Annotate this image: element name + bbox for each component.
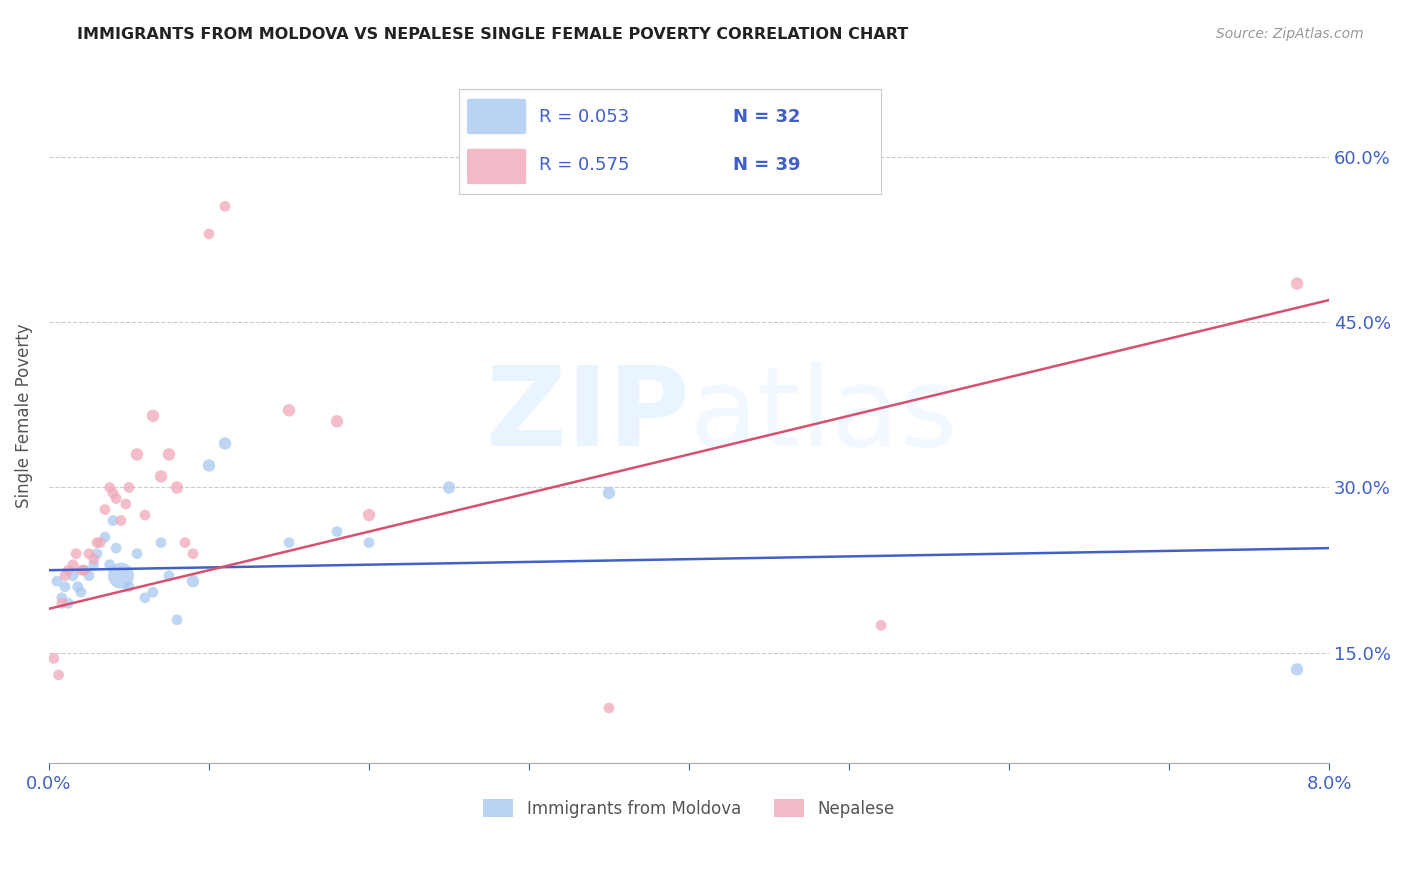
Point bbox=[65, 547, 87, 561]
Point bbox=[62, 558, 84, 572]
Point bbox=[1285, 662, 1308, 676]
Point bbox=[110, 568, 132, 582]
Point bbox=[105, 541, 128, 555]
Point bbox=[437, 481, 460, 495]
Point bbox=[118, 481, 141, 495]
Point bbox=[142, 409, 165, 423]
Point bbox=[73, 563, 96, 577]
Point bbox=[142, 585, 165, 599]
Point bbox=[198, 227, 221, 241]
Point bbox=[278, 403, 301, 417]
Point bbox=[101, 486, 124, 500]
Text: Source: ZipAtlas.com: Source: ZipAtlas.com bbox=[1216, 27, 1364, 41]
Point bbox=[56, 563, 79, 577]
Point bbox=[48, 668, 70, 682]
Text: atlas: atlas bbox=[689, 362, 957, 469]
Point bbox=[66, 580, 89, 594]
Point bbox=[70, 563, 93, 577]
Point bbox=[326, 524, 349, 539]
Point bbox=[125, 547, 148, 561]
Point bbox=[94, 530, 117, 544]
Point bbox=[110, 514, 132, 528]
Point bbox=[166, 613, 188, 627]
Point bbox=[98, 558, 121, 572]
Point bbox=[77, 568, 100, 582]
Point bbox=[101, 514, 124, 528]
Text: IMMIGRANTS FROM MOLDOVA VS NEPALESE SINGLE FEMALE POVERTY CORRELATION CHART: IMMIGRANTS FROM MOLDOVA VS NEPALESE SING… bbox=[77, 27, 908, 42]
Point bbox=[77, 547, 100, 561]
Point bbox=[157, 447, 180, 461]
Point bbox=[598, 701, 620, 715]
Point bbox=[598, 486, 620, 500]
Point bbox=[62, 568, 84, 582]
Point bbox=[46, 574, 69, 589]
Point bbox=[56, 596, 79, 610]
Point bbox=[174, 535, 197, 549]
Point bbox=[181, 574, 204, 589]
Y-axis label: Single Female Poverty: Single Female Poverty bbox=[15, 324, 32, 508]
Point bbox=[134, 508, 156, 522]
Point bbox=[98, 481, 121, 495]
Point bbox=[357, 535, 380, 549]
Point bbox=[214, 436, 236, 450]
Point bbox=[73, 563, 96, 577]
Point bbox=[198, 458, 221, 473]
Point bbox=[181, 547, 204, 561]
Point bbox=[105, 491, 128, 506]
Point bbox=[1285, 277, 1308, 291]
Point bbox=[870, 618, 893, 632]
Point bbox=[86, 547, 108, 561]
Point bbox=[134, 591, 156, 605]
Point bbox=[83, 558, 105, 572]
Text: ZIP: ZIP bbox=[485, 362, 689, 469]
Legend: Immigrants from Moldova, Nepalese: Immigrants from Moldova, Nepalese bbox=[477, 793, 901, 824]
Point bbox=[357, 508, 380, 522]
Point bbox=[42, 651, 65, 665]
Point bbox=[149, 469, 172, 483]
Point bbox=[89, 535, 111, 549]
Point bbox=[118, 580, 141, 594]
Point bbox=[125, 447, 148, 461]
Point bbox=[51, 596, 73, 610]
Point bbox=[70, 585, 93, 599]
Point bbox=[94, 502, 117, 516]
Point bbox=[53, 568, 76, 582]
Point bbox=[278, 535, 301, 549]
Point bbox=[214, 199, 236, 213]
Point bbox=[149, 535, 172, 549]
Point bbox=[86, 535, 108, 549]
Point bbox=[83, 552, 105, 566]
Point bbox=[157, 568, 180, 582]
Point bbox=[326, 414, 349, 428]
Point bbox=[166, 481, 188, 495]
Point bbox=[53, 580, 76, 594]
Point bbox=[51, 591, 73, 605]
Point bbox=[114, 497, 136, 511]
